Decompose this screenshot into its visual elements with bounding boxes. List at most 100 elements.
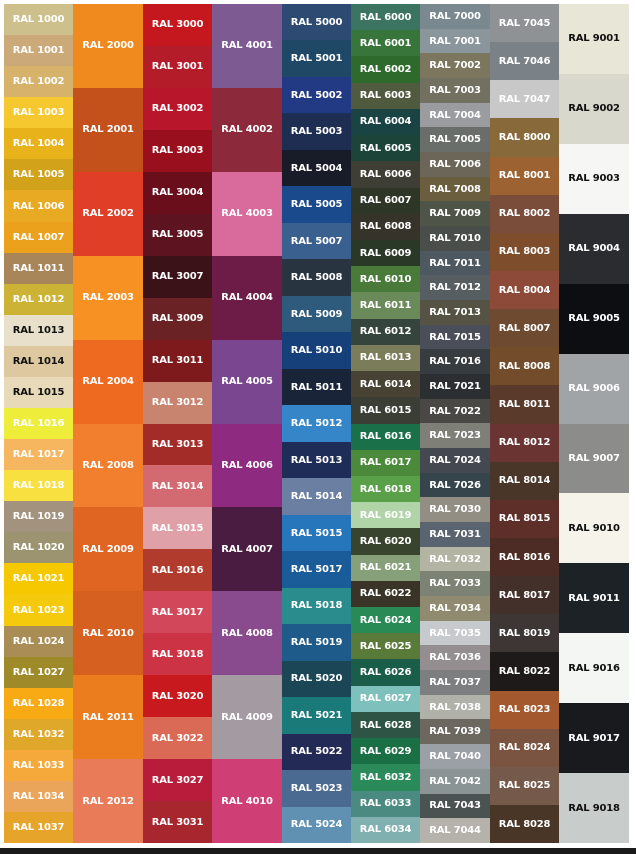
color-swatch: RAL 9017: [559, 703, 629, 774]
color-swatch: RAL 2002: [73, 171, 143, 256]
ral-color-chart: RAL 1000 RAL 1001 RAL 1002 RAL 1003 RAL 1004…: [4, 4, 629, 844]
color-swatch: RAL 7043: [420, 793, 490, 819]
color-swatch: RAL 5014: [282, 478, 351, 515]
color-swatch: RAL 8000: [490, 118, 559, 157]
color-swatch: RAL 7037: [420, 670, 490, 695]
color-swatch: RAL 3031: [143, 801, 212, 844]
color-swatch: RAL 7046: [490, 42, 559, 81]
color-swatch: RAL 6028: [351, 711, 420, 739]
bottom-border: [0, 848, 636, 854]
color-swatch: RAL 8008: [490, 347, 559, 386]
color-swatch: RAL 5013: [282, 441, 351, 479]
color-swatch: RAL 3015: [143, 507, 212, 550]
color-swatch: RAL 7008: [420, 176, 490, 202]
color-swatch: RAL 9004: [559, 213, 629, 284]
color-swatch: RAL 5011: [282, 368, 351, 406]
color-column: RAL 1000 RAL 1001 RAL 1002 RAL 1003 RAL 1004…: [4, 4, 73, 844]
color-swatch: RAL 6007: [351, 187, 420, 214]
color-swatch: RAL 3000: [143, 4, 212, 46]
color-swatch: RAL 4005: [212, 339, 282, 424]
color-swatch: RAL 7010: [420, 226, 490, 251]
color-swatch: RAL 8002: [490, 194, 559, 233]
color-swatch: RAL 6009: [351, 239, 420, 267]
color-swatch: RAL 4009: [212, 675, 282, 760]
color-swatch: RAL 2010: [73, 591, 143, 676]
color-swatch: RAL 3013: [143, 423, 212, 466]
color-swatch: RAL 8025: [490, 766, 559, 805]
color-swatch: RAL 3003: [143, 129, 212, 172]
color-swatch: RAL 1037: [4, 812, 73, 844]
color-swatch: RAL 9007: [559, 423, 629, 494]
color-swatch: RAL 1015: [4, 376, 73, 409]
color-swatch: RAL 9006: [559, 353, 629, 424]
color-swatch: RAL 6015: [351, 397, 420, 424]
color-swatch: RAL 7047: [490, 80, 559, 119]
color-swatch: RAL 9002: [559, 73, 629, 144]
color-swatch: RAL 7035: [420, 620, 490, 646]
color-swatch: RAL 1023: [4, 594, 73, 626]
color-swatch: RAL 7011: [420, 250, 490, 276]
color-swatch: RAL 5009: [282, 295, 351, 333]
color-swatch: RAL 4007: [212, 507, 282, 592]
color-swatch: RAL 2000: [73, 4, 143, 88]
color-swatch: RAL 6034: [351, 816, 420, 843]
color-swatch: RAL 9018: [559, 773, 629, 844]
color-swatch: RAL 6012: [351, 318, 420, 345]
color-swatch: RAL 1020: [4, 532, 73, 564]
color-swatch: RAL 8015: [490, 499, 559, 538]
color-swatch: RAL 1012: [4, 283, 73, 315]
color-swatch: RAL 7016: [420, 349, 490, 375]
color-swatch: RAL 6033: [351, 790, 420, 817]
color-swatch: RAL 8024: [490, 728, 559, 767]
color-swatch: RAL 2009: [73, 507, 143, 592]
color-swatch: RAL 3009: [143, 297, 212, 340]
color-swatch: RAL 6020: [351, 528, 420, 555]
color-swatch: RAL 4003: [212, 171, 282, 256]
color-swatch: RAL 5000: [282, 4, 351, 41]
color-swatch: RAL 7026: [420, 472, 490, 498]
color-swatch: RAL 6026: [351, 659, 420, 686]
color-swatch: RAL 8003: [490, 232, 559, 271]
color-swatch: RAL 5023: [282, 770, 351, 807]
color-swatch: RAL 7004: [420, 102, 490, 128]
color-swatch: RAL 6004: [351, 108, 420, 136]
color-swatch: RAL 5020: [282, 660, 351, 698]
color-swatch: RAL 7032: [420, 546, 490, 572]
color-swatch: RAL 5018: [282, 587, 351, 625]
color-swatch: RAL 6014: [351, 371, 420, 398]
color-swatch: RAL 6019: [351, 502, 420, 529]
color-swatch: RAL 1033: [4, 749, 73, 781]
color-swatch: RAL 7002: [420, 53, 490, 79]
color-swatch: RAL 5007: [282, 222, 351, 260]
color-swatch: RAL 1018: [4, 470, 73, 502]
color-swatch: RAL 5008: [282, 259, 351, 296]
color-swatch: RAL 6024: [351, 607, 420, 634]
color-swatch: RAL 3018: [143, 633, 212, 676]
color-swatch: RAL 4002: [212, 87, 282, 172]
color-swatch: RAL 1014: [4, 345, 73, 377]
color-swatch: RAL 1027: [4, 656, 73, 688]
color-swatch: RAL 5005: [282, 186, 351, 223]
color-swatch: RAL 6002: [351, 56, 420, 83]
color-column: RAL 9001 RAL 9002 RAL 9003 RAL 9004 RAL 9005…: [559, 4, 629, 844]
color-swatch: RAL 6003: [351, 82, 420, 109]
color-swatch: RAL 2003: [73, 255, 143, 340]
color-swatch: RAL 2012: [73, 759, 143, 844]
color-swatch: RAL 3020: [143, 675, 212, 718]
color-swatch: RAL 7042: [420, 768, 490, 794]
color-swatch: RAL 7039: [420, 719, 490, 745]
color-swatch: RAL 1006: [4, 190, 73, 222]
color-swatch: RAL 7021: [420, 374, 490, 399]
color-swatch: RAL 3005: [143, 213, 212, 256]
color-swatch: RAL 7036: [420, 645, 490, 671]
color-swatch: RAL 8028: [490, 804, 559, 844]
color-swatch: RAL 7009: [420, 201, 490, 227]
color-swatch: RAL 6000: [351, 4, 420, 31]
color-swatch: RAL 9005: [559, 283, 629, 354]
color-swatch: RAL 3027: [143, 759, 212, 802]
color-swatch: RAL 6008: [351, 213, 420, 240]
color-swatch: RAL 6001: [351, 30, 420, 57]
color-swatch: RAL 5001: [282, 40, 351, 77]
color-swatch: RAL 4006: [212, 423, 282, 508]
color-swatch: RAL 6006: [351, 161, 420, 188]
